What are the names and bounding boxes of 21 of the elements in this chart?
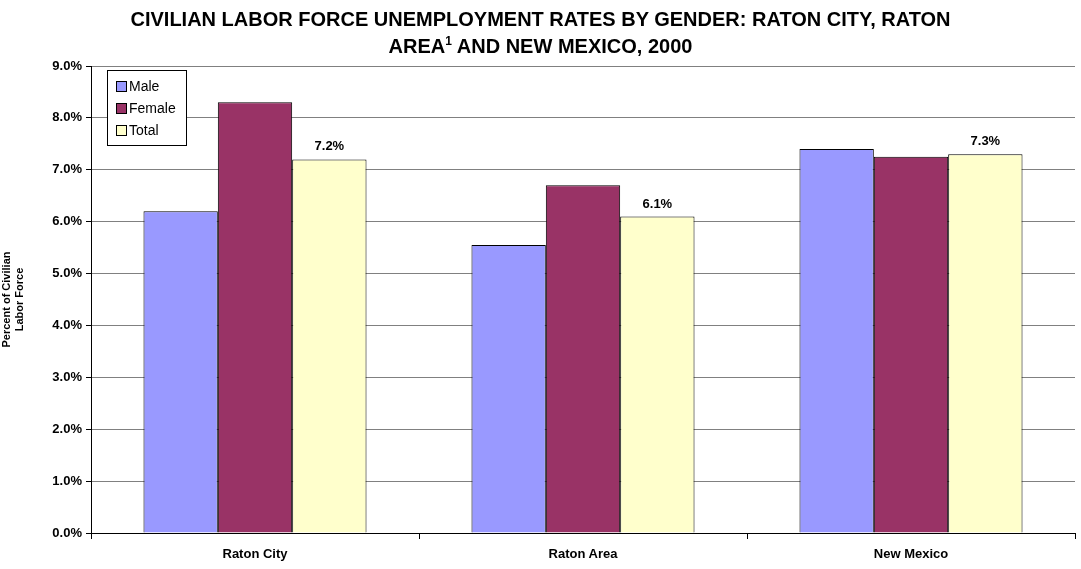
x-tick-label: Raton Area [548,546,619,562]
y-tick-label: 4.0% [52,317,83,333]
y-tick-label: 2.0% [52,420,83,436]
y-tick-label: 1.0% [52,472,83,488]
y-tick-label: 0.0% [52,524,83,540]
chart-title: CIVILIAN LABOR FORCE UNEMPLOYMENT RATES BY GENDER: RATON CITY, RATON AREA$^{1}$ AND NEW MEXICO, 2000 [129,7,952,59]
y-axis-title: Percent of Civilian Labor Force [0,251,25,348]
y-tick-label: 3.0% [52,368,83,384]
data-label: 7.2% [314,138,345,154]
data-label: 7.3% [970,133,1001,149]
x-tick-label: New Mexico [873,546,949,562]
y-tick-label: 6.0% [52,213,83,229]
legend-label: Male [129,78,160,94]
y-tick-label: 8.0% [52,109,83,125]
x-tick-label: Raton City [222,546,289,562]
data-label: 6.1% [642,195,673,211]
y-tick-label: 7.0% [52,161,83,177]
y-tick-label: 5.0% [52,265,83,281]
legend-label: Total [129,122,159,138]
y-tick-label: 9.0% [52,57,83,73]
legend-label: Female [129,100,176,116]
